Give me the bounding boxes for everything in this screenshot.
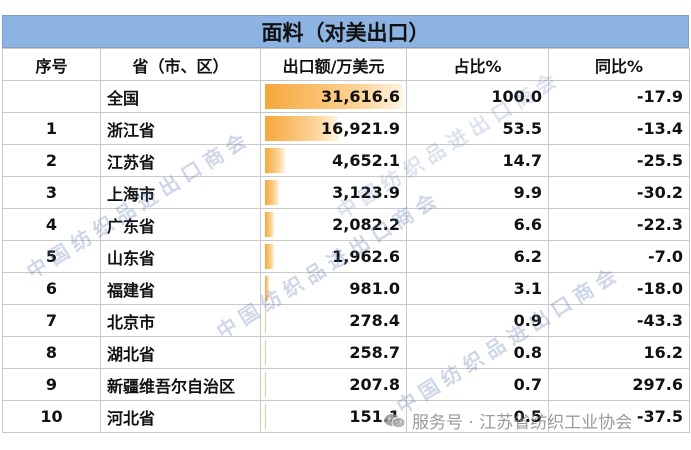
yoy-cell[interactable]: 297.6 [548,368,690,401]
export-cell[interactable]: 2,082.2 [260,208,407,241]
export-value: 981.0 [349,279,400,298]
yoy-cell[interactable]: -18.0 [548,272,690,305]
table-row: 5 山东省 1,962.6 6.2 -7.0 [2,240,690,273]
export-value: 278.4 [349,311,400,330]
export-value: 258.7 [349,343,400,362]
export-value: 1,962.6 [332,247,400,266]
yoy-cell[interactable]: -13.4 [548,112,690,145]
export-value: 31,616.6 [321,87,400,106]
yoy-cell[interactable]: 16.2 [548,336,690,369]
export-value: 2,082.2 [332,215,400,234]
wechat-icon [384,413,406,429]
export-value: 207.8 [349,375,400,394]
yoy-cell[interactable]: -43.3 [548,304,690,337]
rank-cell[interactable]: 10 [2,400,101,433]
yoy-cell[interactable]: -22.3 [548,208,690,241]
data-bar [265,84,402,109]
province-cell[interactable]: 河北省 [100,400,261,433]
yoy-cell[interactable]: -25.5 [548,144,690,177]
rank-cell[interactable]: 2 [2,144,101,177]
province-cell[interactable]: 新疆维吾尔自治区 [100,368,261,401]
export-cell[interactable]: 258.7 [260,336,407,369]
share-cell[interactable]: 6.6 [406,208,549,241]
header-yoy[interactable]: 同比% [548,48,690,81]
data-bar [265,244,274,269]
rank-cell[interactable]: 6 [2,272,101,305]
rank-cell[interactable]: 5 [2,240,101,273]
export-value: 4,652.1 [332,151,400,170]
table-row: 3 上海市 3,123.9 9.9 -30.2 [2,176,690,209]
data-bar [265,372,266,397]
province-cell[interactable]: 浙江省 [100,112,261,145]
export-cell[interactable]: 981.0 [260,272,407,305]
yoy-cell[interactable]: -7.0 [548,240,690,273]
province-cell[interactable]: 全国 [100,80,261,113]
table-row: 8 湖北省 258.7 0.8 16.2 [2,336,690,369]
export-table: 序号 省（市、区） 出口额/万美元 占比% 同比% 全国 31,616.6 100.… [2,48,690,433]
share-cell[interactable]: 3.1 [406,272,549,305]
rank-cell[interactable]: 7 [2,304,101,337]
table-row: 2 江苏省 4,652.1 14.7 -25.5 [2,144,690,177]
data-bar [265,148,285,173]
province-cell[interactable]: 江苏省 [100,144,261,177]
province-cell[interactable]: 湖北省 [100,336,261,369]
yoy-cell[interactable]: -17.9 [548,80,690,113]
table-row: 9 新疆维吾尔自治区 207.8 0.7 297.6 [2,368,690,401]
province-cell[interactable]: 上海市 [100,176,261,209]
share-cell[interactable]: 0.8 [406,336,549,369]
share-cell[interactable]: 100.0 [406,80,549,113]
share-cell[interactable]: 0.7 [406,368,549,401]
data-bar [265,116,338,141]
province-cell[interactable]: 山东省 [100,240,261,273]
data-bar [265,308,266,333]
share-cell[interactable]: 0.5 [406,400,549,433]
rank-cell[interactable]: 4 [2,208,101,241]
province-cell[interactable]: 广东省 [100,208,261,241]
export-cell[interactable]: 31,616.6 [260,80,407,113]
header-row: 序号 省（市、区） 出口额/万美元 占比% 同比% [2,48,690,81]
province-cell[interactable]: 福建省 [100,272,261,305]
rank-cell[interactable]: 3 [2,176,101,209]
data-bar [265,340,266,365]
export-value: 16,921.9 [321,119,400,138]
data-bar [265,212,274,237]
export-cell[interactable]: 278.4 [260,304,407,337]
table-row: 6 福建省 981.0 3.1 -18.0 [2,272,690,305]
header-share[interactable]: 占比% [406,48,549,81]
export-cell[interactable]: 207.8 [260,368,407,401]
rank-cell[interactable]: 9 [2,368,101,401]
rank-cell[interactable]: 8 [2,336,101,369]
province-cell[interactable]: 北京市 [100,304,261,337]
share-cell[interactable]: 53.5 [406,112,549,145]
table-title: 面料（对美出口） [2,15,689,48]
yoy-cell[interactable]: -30.2 [548,176,690,209]
data-bar [265,180,279,205]
wechat-account-text: 服务号 · 江苏省纺织工业协会 [412,413,633,433]
header-rank[interactable]: 序号 [2,48,101,81]
data-bar [265,276,269,301]
export-cell[interactable]: 3,123.9 [260,176,407,209]
yoy-cell[interactable]: -37.5 [548,400,690,433]
table-row: 1 浙江省 16,921.9 53.5 -13.4 [2,112,690,145]
table-row: 10 河北省 151.1 0.5 -37.5 [2,400,690,433]
data-bar [265,404,266,429]
header-province[interactable]: 省（市、区） [100,48,261,81]
export-cell[interactable]: 16,921.9 [260,112,407,145]
wechat-account-watermark: 服务号 · 江苏省纺织工业协会 [384,408,632,433]
export-value: 3,123.9 [332,183,400,202]
export-cell[interactable]: 1,962.6 [260,240,407,273]
rank-cell[interactable]: 1 [2,112,101,145]
rank-cell[interactable] [2,80,101,113]
export-cell[interactable]: 4,652.1 [260,144,407,177]
table-row: 7 北京市 278.4 0.9 -43.3 [2,304,690,337]
share-cell[interactable]: 14.7 [406,144,549,177]
table-row: 4 广东省 2,082.2 6.6 -22.3 [2,208,690,241]
share-cell[interactable]: 0.9 [406,304,549,337]
share-cell[interactable]: 9.9 [406,176,549,209]
share-cell[interactable]: 6.2 [406,240,549,273]
header-export[interactable]: 出口额/万美元 [260,48,407,81]
total-row: 全国 31,616.6 100.0 -17.9 [2,80,690,113]
